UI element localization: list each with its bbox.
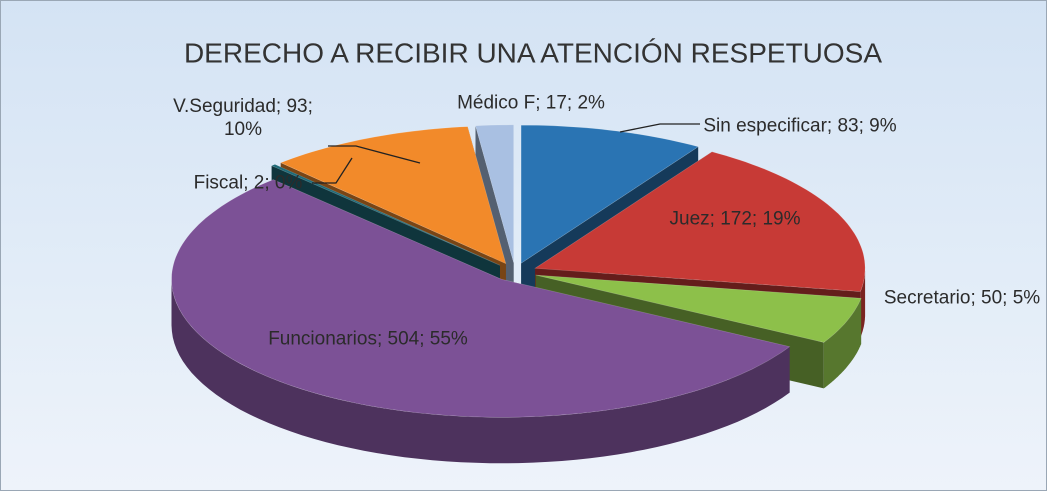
data-label: Funcionarios; 504; 55% bbox=[268, 328, 468, 350]
slice bbox=[171, 179, 791, 464]
data-label: Médico F; 17; 2% bbox=[457, 92, 605, 114]
leader-line bbox=[619, 123, 700, 133]
slice-top bbox=[534, 151, 866, 292]
data-label: V.Seguridad; 93; 10% bbox=[173, 96, 313, 140]
slice-top bbox=[535, 274, 862, 343]
data-label: Juez; 172; 19% bbox=[669, 208, 801, 230]
leader-lines bbox=[312, 123, 700, 184]
data-label: Secretario; 50; 5% bbox=[883, 287, 1041, 309]
slice-top bbox=[171, 179, 791, 418]
chart-title: DERECHO A RECIBIR UNA ATENCIÓN RESPETUOS… bbox=[184, 37, 882, 68]
slice-side bbox=[823, 298, 862, 389]
slices bbox=[171, 124, 866, 464]
data-label: Sin especificar; 83; 9% bbox=[703, 115, 897, 137]
leader-line bbox=[328, 145, 421, 164]
slice-side bbox=[171, 279, 790, 464]
leader-line bbox=[312, 157, 353, 184]
slice-top bbox=[475, 124, 515, 263]
slice-top bbox=[279, 126, 507, 265]
slice-top bbox=[520, 124, 699, 264]
data-label: Fiscal; 2; 0% bbox=[193, 172, 303, 194]
slice-top bbox=[270, 164, 501, 266]
slice-side bbox=[860, 268, 866, 338]
